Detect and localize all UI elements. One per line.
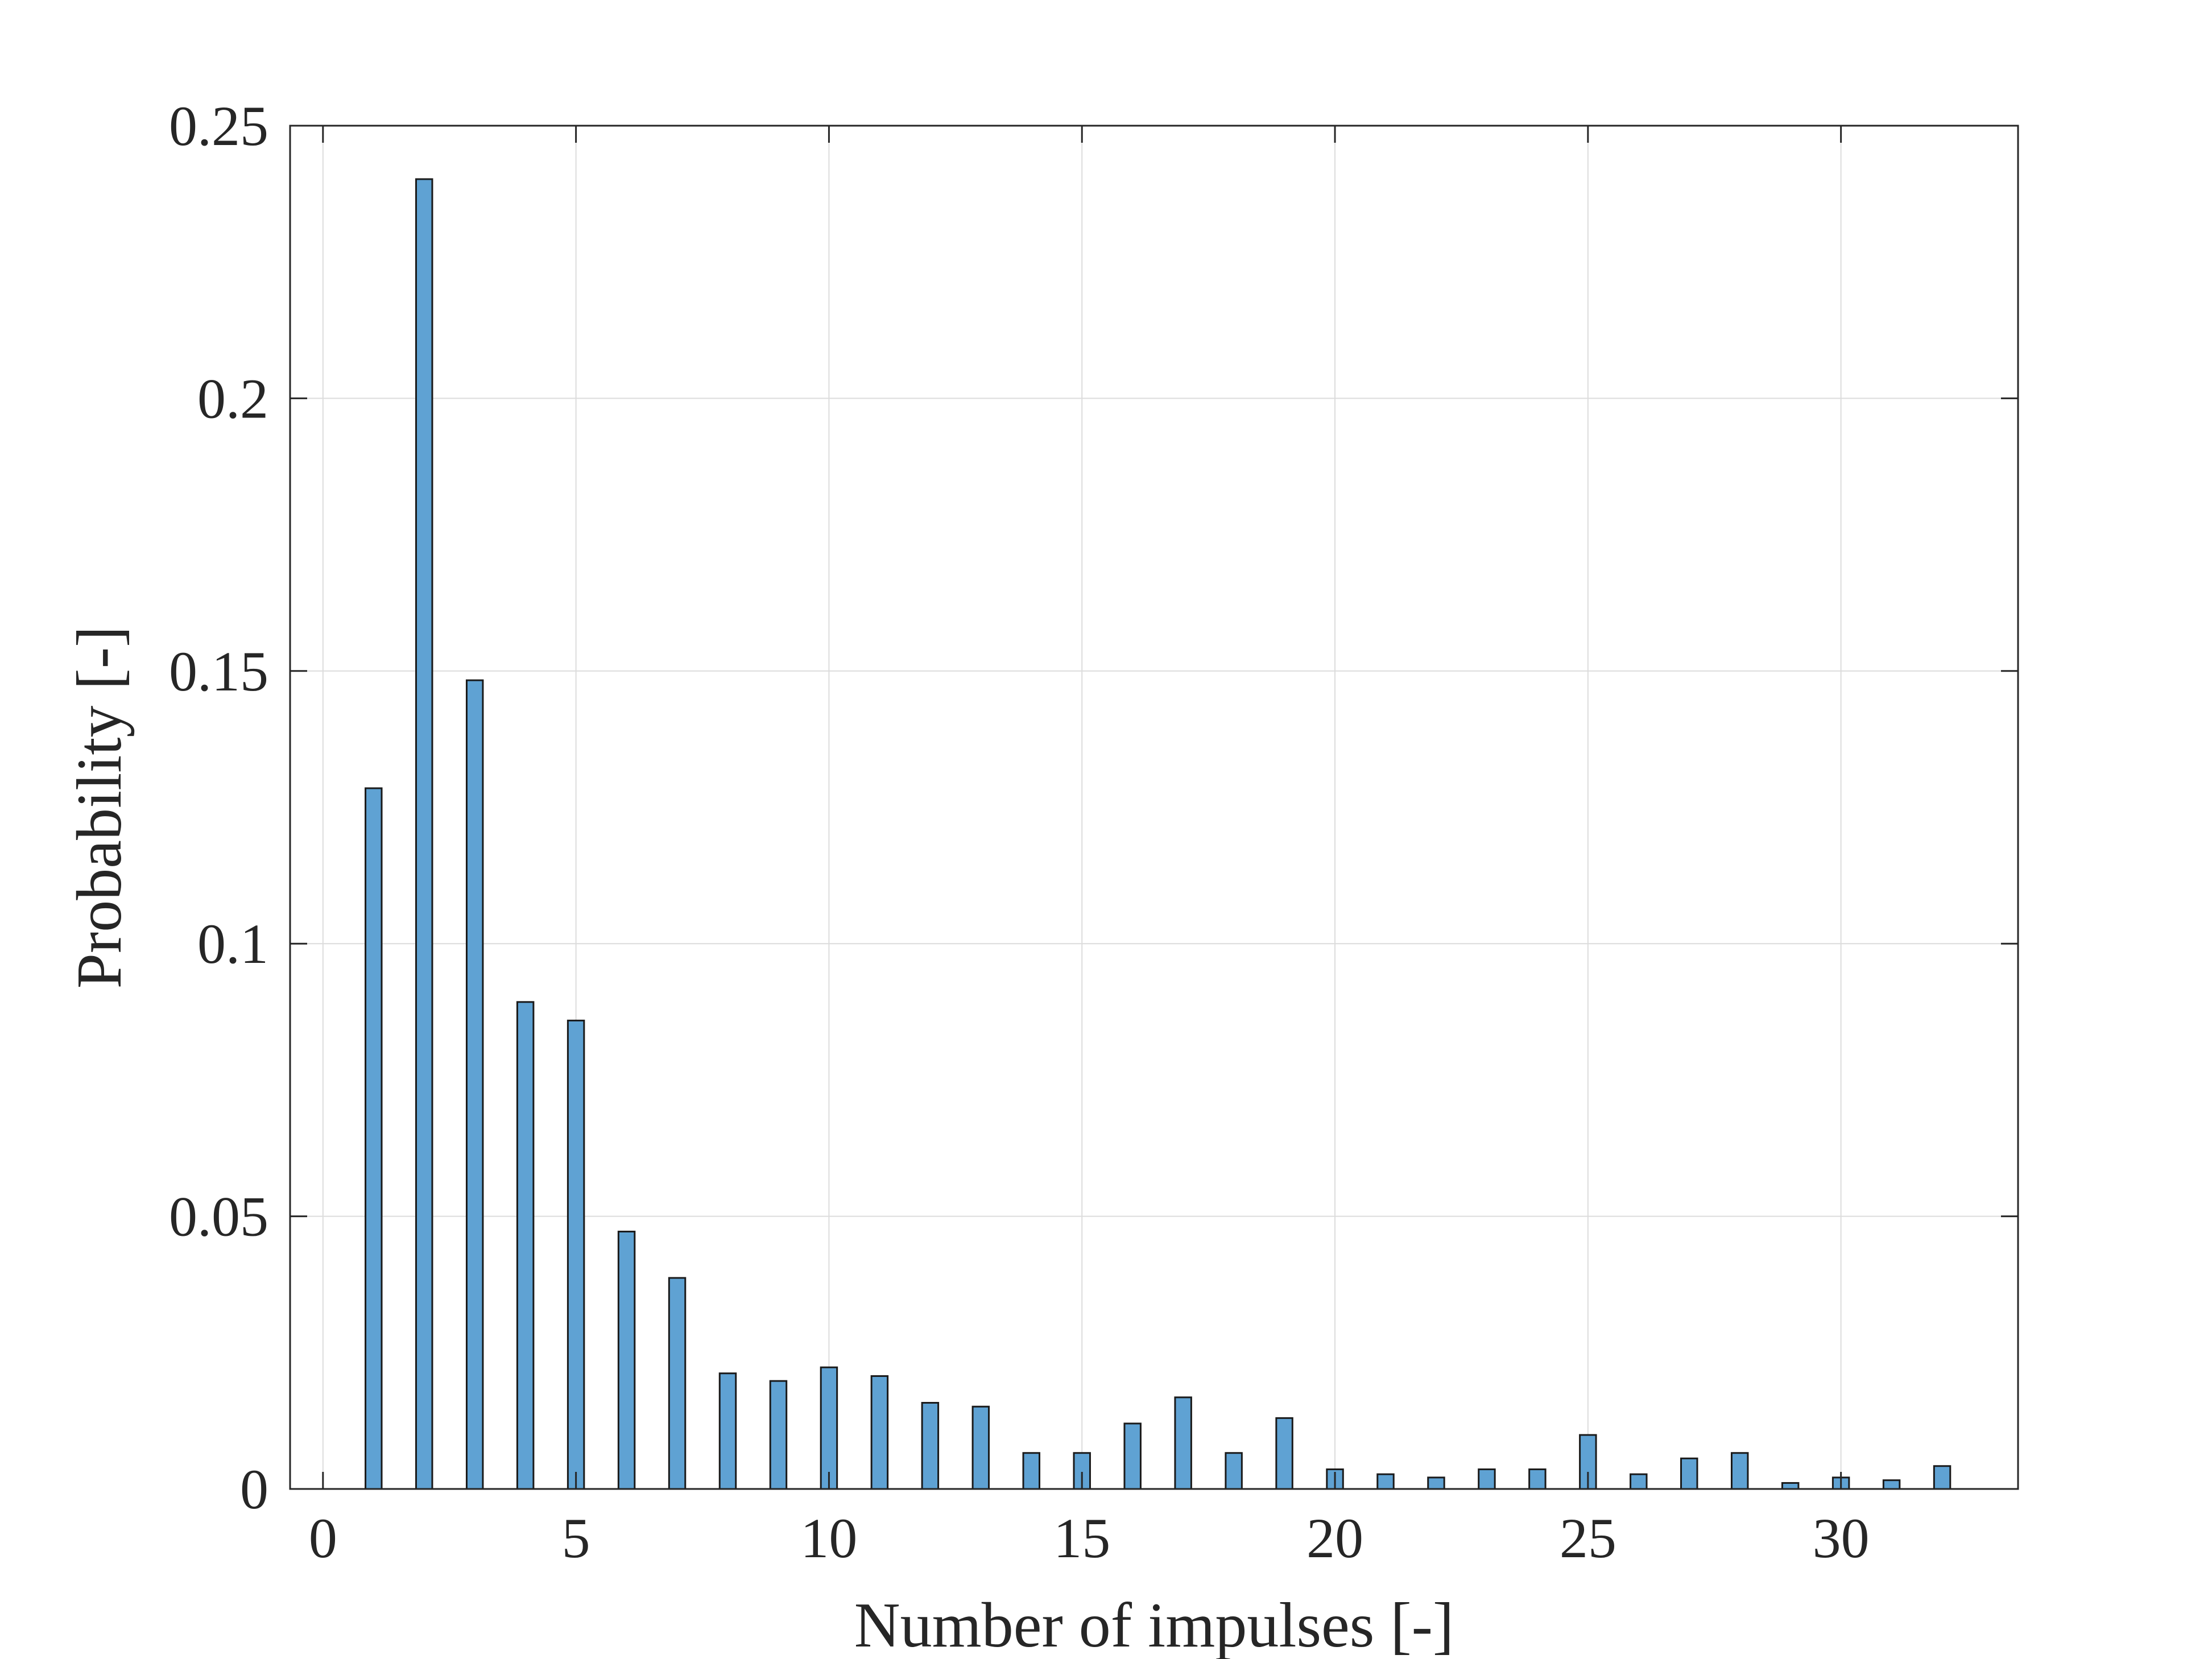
bar — [415, 178, 433, 1490]
bar — [769, 1380, 788, 1490]
bar — [1427, 1476, 1445, 1490]
bar — [1376, 1473, 1395, 1490]
bar — [1781, 1482, 1800, 1490]
bar — [1630, 1473, 1648, 1490]
y-tick-label: 0 — [240, 1458, 268, 1521]
bar — [1275, 1417, 1293, 1490]
bar — [465, 679, 484, 1490]
x-tick-label: 30 — [1813, 1507, 1870, 1570]
bar — [1882, 1479, 1901, 1490]
x-tick-label: 10 — [800, 1507, 857, 1570]
bar — [1933, 1465, 1951, 1490]
bar — [1022, 1452, 1041, 1490]
x-tick-label: 5 — [562, 1507, 590, 1570]
bar — [1174, 1396, 1192, 1490]
bar — [365, 787, 383, 1490]
bar — [1123, 1422, 1142, 1490]
bar — [718, 1372, 737, 1490]
x-tick-label: 25 — [1560, 1507, 1616, 1570]
bar — [870, 1375, 889, 1490]
y-tick-label: 0.25 — [169, 94, 268, 158]
x-tick-label: 0 — [309, 1507, 337, 1570]
bar — [921, 1402, 940, 1490]
bars — [365, 178, 1951, 1490]
bar — [820, 1366, 838, 1490]
plot-box — [289, 125, 2019, 1490]
x-axis-label: Number of impulses [-] — [854, 1590, 1454, 1659]
bar — [971, 1405, 990, 1490]
tick-marks — [290, 125, 2018, 1490]
y-tick-label: 0.2 — [197, 367, 268, 430]
bar — [1528, 1468, 1547, 1490]
y-tick-label: 0.1 — [197, 912, 268, 975]
tick-labels: 0 5 10 15 20 25 30 0 0.05 0.1 0.15 0.2 0.25 — [169, 94, 1870, 1570]
bar — [1225, 1452, 1243, 1490]
bar — [1680, 1457, 1698, 1490]
bar — [1730, 1452, 1749, 1490]
y-tick-label: 0.15 — [169, 640, 268, 703]
bar — [1478, 1468, 1496, 1490]
axes-frame — [289, 125, 2019, 1490]
bar — [567, 1019, 585, 1490]
bar — [516, 1001, 535, 1490]
y-tick-label: 0.05 — [169, 1185, 268, 1248]
x-tick-label: 20 — [1306, 1507, 1363, 1570]
y-axis-label: Probability [-] — [64, 626, 135, 989]
bar — [668, 1277, 687, 1490]
bar — [617, 1230, 636, 1490]
x-tick-label: 15 — [1053, 1507, 1110, 1570]
